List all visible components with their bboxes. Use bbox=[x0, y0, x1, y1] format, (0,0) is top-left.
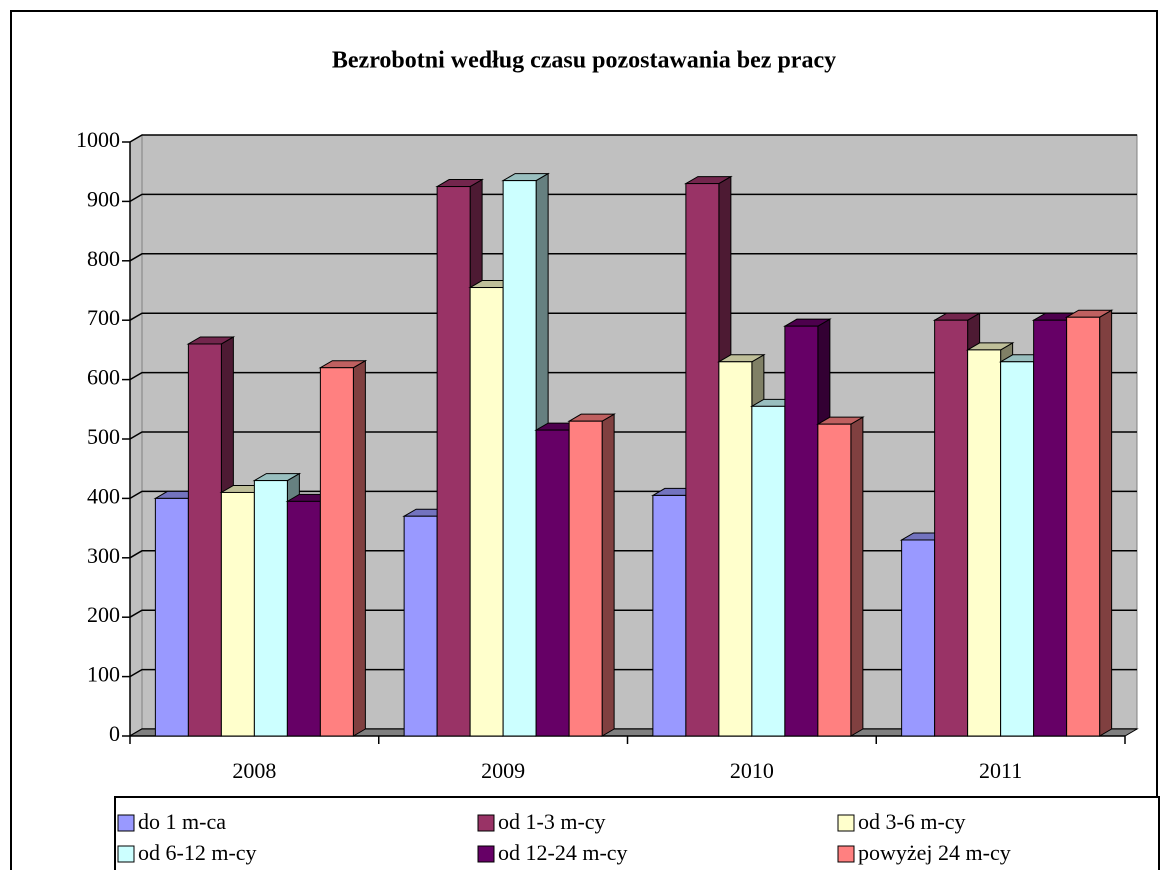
grid-line bbox=[129, 193, 1137, 203]
bar bbox=[154, 497, 189, 737]
y-tick-label: 600 bbox=[87, 365, 120, 390]
x-tick-label: 2011 bbox=[979, 758, 1022, 783]
bar bbox=[718, 361, 753, 737]
bar bbox=[685, 183, 720, 737]
legend-swatch bbox=[837, 845, 855, 863]
bar bbox=[784, 325, 819, 737]
bar bbox=[253, 480, 288, 737]
bar bbox=[751, 405, 786, 737]
legend-swatch bbox=[117, 814, 135, 832]
y-tick-label: 500 bbox=[87, 424, 120, 449]
legend-label: od 12-24 m-cy bbox=[498, 840, 628, 865]
bar bbox=[1066, 316, 1101, 737]
y-tick-label: 1000 bbox=[76, 127, 120, 152]
bar bbox=[1033, 319, 1068, 737]
legend-swatch bbox=[117, 845, 135, 863]
bar bbox=[220, 491, 255, 737]
y-tick-label: 200 bbox=[87, 602, 120, 627]
bar-side bbox=[601, 413, 615, 737]
bar bbox=[901, 539, 936, 737]
bar bbox=[502, 180, 537, 737]
bar-side bbox=[352, 359, 366, 737]
bar-side bbox=[1099, 309, 1113, 737]
legend-box bbox=[114, 796, 1160, 875]
bar bbox=[817, 423, 852, 737]
legend-label: od 6-12 m-cy bbox=[138, 840, 257, 865]
chart-title: Bezrobotni według czasu pozostawania bez… bbox=[332, 48, 836, 74]
y-tick-label: 300 bbox=[87, 543, 120, 568]
y-tick-label: 0 bbox=[109, 721, 120, 746]
bar bbox=[286, 500, 321, 737]
legend-swatch bbox=[477, 814, 495, 832]
bar bbox=[535, 429, 570, 737]
legend-label: od 3-6 m-cy bbox=[858, 809, 966, 834]
y-tick-label: 100 bbox=[87, 662, 120, 687]
legend-label: od 1-3 m-cy bbox=[498, 809, 606, 834]
bar bbox=[319, 367, 354, 737]
grid-line bbox=[129, 312, 1137, 321]
bar bbox=[967, 349, 1002, 737]
y-tick-label: 900 bbox=[87, 186, 120, 211]
y-tick-label: 800 bbox=[87, 246, 120, 271]
legend-swatch bbox=[837, 814, 855, 832]
bar bbox=[187, 343, 222, 737]
bar-side bbox=[850, 416, 864, 737]
legend-label: powyżej 24 m-cy bbox=[858, 840, 1011, 865]
x-tick-label: 2010 bbox=[730, 758, 774, 783]
bar bbox=[934, 319, 969, 737]
bar bbox=[568, 420, 603, 737]
y-tick-label: 700 bbox=[87, 305, 120, 330]
legend-label: do 1 m-ca bbox=[138, 809, 226, 834]
y-tick-label: 400 bbox=[87, 483, 120, 508]
bar bbox=[652, 494, 687, 737]
grid-line bbox=[129, 134, 1137, 143]
x-tick-label: 2009 bbox=[481, 758, 525, 783]
grid-line bbox=[129, 253, 1137, 262]
legend-swatch bbox=[477, 845, 495, 863]
bar bbox=[1000, 361, 1035, 737]
x-tick-label: 2008 bbox=[232, 758, 276, 783]
bar bbox=[469, 287, 504, 737]
bar bbox=[403, 515, 438, 737]
bar bbox=[436, 186, 471, 737]
